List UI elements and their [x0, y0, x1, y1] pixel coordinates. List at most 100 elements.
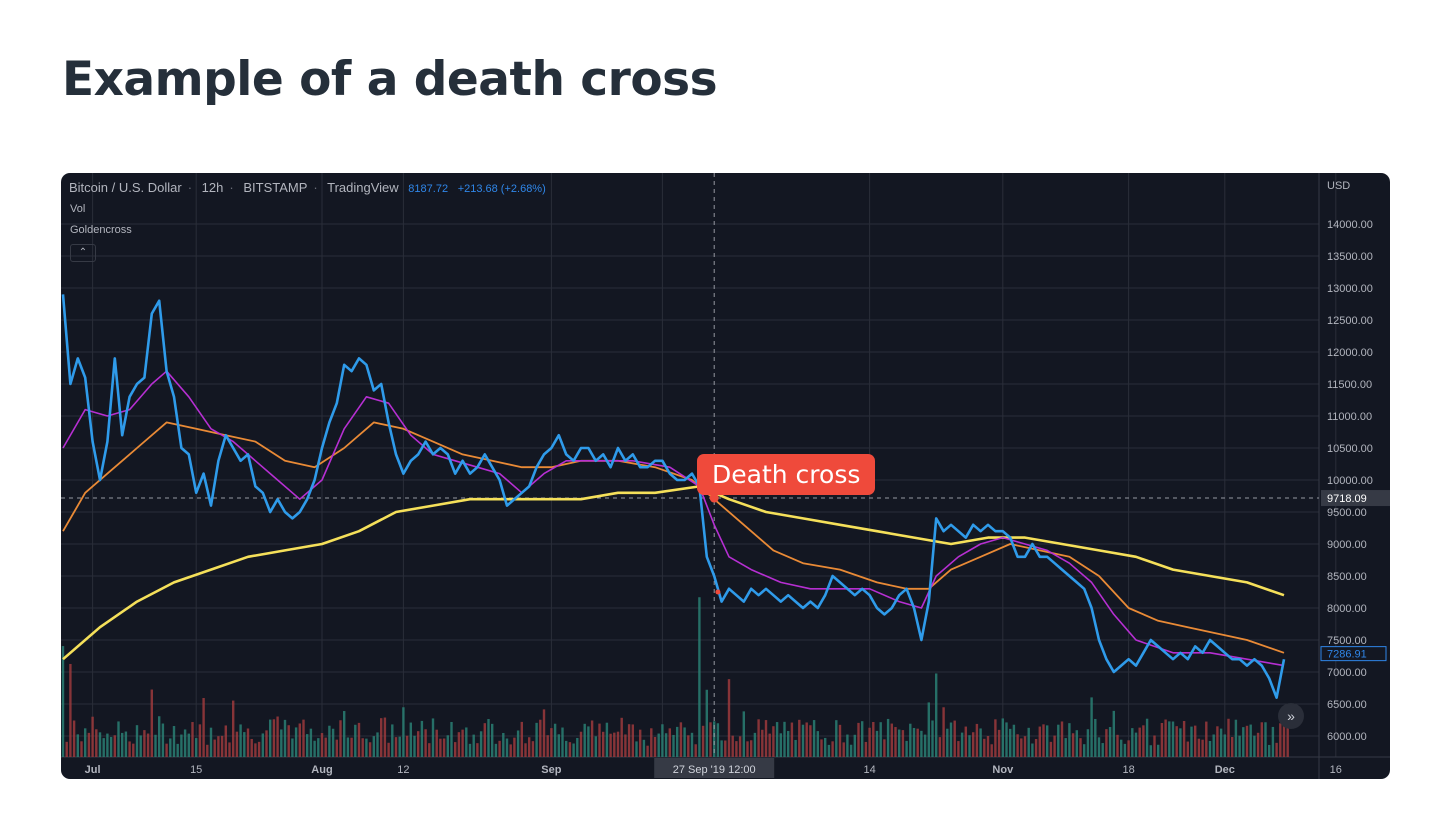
volume-bar	[1049, 741, 1053, 757]
volume-bar	[417, 731, 420, 757]
volume-bar	[502, 732, 505, 757]
volume-bar	[198, 724, 202, 757]
volume-bar	[146, 733, 150, 757]
volume-bar	[250, 738, 253, 757]
volume-bar	[1112, 710, 1115, 757]
volume-bar	[505, 738, 509, 757]
volume-bar	[1101, 743, 1104, 757]
symbol-name[interactable]: Bitcoin / U.S. Dollar	[69, 180, 182, 195]
volume-bar	[631, 724, 634, 757]
volume-bar	[80, 741, 83, 757]
chart-panel[interactable]: 14000.00 13500.00 13000.00 12500.00 12000.00…	[61, 173, 1390, 779]
volume-bar	[731, 735, 734, 757]
volume-bar	[557, 734, 560, 757]
volume-bar	[779, 733, 782, 757]
volume-bar	[169, 738, 172, 757]
volume-bar	[339, 720, 342, 757]
volume-bar	[787, 730, 790, 757]
volume-bar	[772, 726, 775, 757]
volume-bar	[1138, 727, 1141, 757]
crosshair-date-label: 27 Sep '19 12:00	[673, 764, 756, 776]
volume-bar	[635, 741, 638, 757]
indicator-vol-label[interactable]: Vol	[70, 203, 86, 215]
volume-bar	[494, 743, 498, 757]
volume-bar	[113, 735, 116, 757]
volume-bar	[1123, 743, 1127, 757]
volume-bar	[1212, 734, 1215, 757]
volume-bar	[687, 735, 690, 757]
volume-bar	[261, 733, 264, 757]
volume-bar	[912, 727, 916, 757]
price-chart[interactable]: 14000.00 13500.00 13000.00 12500.00 12000.00…	[61, 173, 1390, 779]
volume-bar	[816, 731, 819, 757]
volume-bar	[431, 718, 435, 757]
volume-bar	[272, 719, 276, 757]
volume-bar	[320, 733, 324, 757]
volume-bar	[1053, 735, 1056, 757]
volume-bar	[539, 719, 542, 757]
y-tick-label: 9000.00	[1327, 539, 1367, 551]
price-line	[61, 294, 1286, 699]
volume-bar	[498, 740, 501, 757]
indicator-goldencross-label[interactable]: Goldencross	[70, 224, 132, 236]
volume-bar	[668, 728, 671, 757]
volume-bar	[886, 718, 890, 757]
volume-bar	[102, 738, 105, 757]
volume-bar	[1182, 720, 1186, 757]
crosshair-price-box	[1321, 490, 1390, 507]
volume-bar	[1134, 732, 1138, 757]
volume-bar	[1086, 729, 1090, 757]
double-chevron-right-icon: »	[1287, 708, 1295, 724]
volume-bar	[857, 722, 860, 757]
volume-bar	[402, 707, 405, 757]
volume-bar	[383, 717, 387, 757]
volume-bar	[587, 726, 590, 757]
volume-bar	[1020, 738, 1023, 757]
volume-bar	[483, 723, 486, 757]
volume-bar	[1260, 722, 1263, 757]
x-tick-label: Jul	[85, 764, 101, 776]
volume-bar	[542, 709, 546, 757]
x-tick-label: 18	[1122, 764, 1134, 776]
last-price: 8187.72	[408, 183, 449, 195]
volume-bar	[450, 721, 453, 757]
volume-bar	[291, 738, 294, 757]
volume-bar	[1253, 735, 1256, 757]
interval-label[interactable]: 12h	[201, 180, 224, 195]
volume-bar	[735, 741, 738, 757]
volume-bar	[1131, 728, 1134, 757]
volume-bar	[923, 734, 927, 757]
x-tick-label: Dec	[1215, 764, 1235, 776]
volume-bar	[709, 722, 712, 757]
volume-bar	[1216, 726, 1219, 757]
volume-bar	[1201, 739, 1204, 757]
volume-bar	[798, 719, 801, 757]
volume-bar	[657, 733, 660, 757]
volume-bar	[217, 736, 220, 757]
volume-bar	[1279, 723, 1282, 757]
volume-bar	[616, 731, 620, 757]
x-tick-label: 15	[190, 764, 202, 776]
volume-bar	[550, 728, 553, 757]
volume-bar	[1142, 725, 1145, 757]
volume-bar	[265, 730, 268, 757]
volume-bar	[879, 722, 882, 757]
volume-bar	[1275, 742, 1278, 757]
volume-bar	[805, 722, 808, 757]
volume-bar	[287, 725, 290, 757]
volume-bar	[472, 734, 475, 757]
volume-bar	[1238, 735, 1241, 757]
volume-bar	[476, 743, 479, 757]
y-tick-label: 7000.00	[1327, 667, 1367, 679]
scroll-to-realtime-button[interactable]: »	[1278, 703, 1304, 729]
volume-bar	[590, 720, 594, 757]
volume-bar	[1046, 725, 1049, 757]
collapse-indicators-button[interactable]: ⌃	[70, 244, 96, 262]
volume-bar	[172, 726, 176, 757]
volume-bar	[1038, 726, 1041, 757]
volume-bar	[1031, 743, 1034, 757]
y-tick-label: 12500.00	[1327, 315, 1373, 327]
volume-bar	[439, 738, 442, 757]
volume-bar	[317, 738, 320, 757]
volume-bar	[1245, 725, 1249, 757]
